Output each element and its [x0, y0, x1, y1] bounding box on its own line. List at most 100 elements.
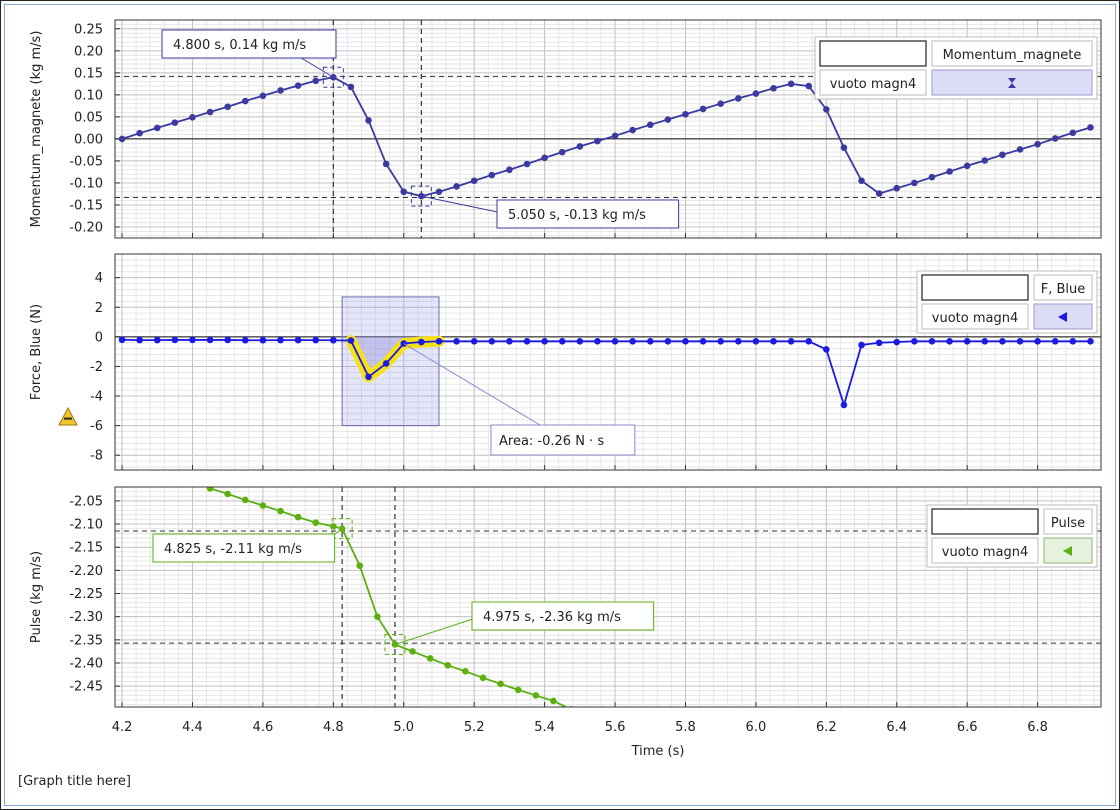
y-tick-label: 0 [95, 330, 103, 345]
data-point [206, 108, 214, 116]
data-point [356, 562, 364, 570]
data-point [347, 83, 355, 91]
data-point [206, 487, 214, 492]
y-tick-label: -2.20 [69, 564, 103, 579]
data-point [506, 166, 513, 174]
y-tick-label: 2 [95, 301, 103, 316]
legend-run-name: vuoto magn4 [830, 77, 916, 92]
data-point [664, 337, 672, 345]
x-axis-label: Time (s) [631, 744, 685, 759]
data-point [558, 148, 566, 156]
data-point [224, 490, 231, 498]
data-point [330, 523, 337, 530]
plot-content [118, 296, 1094, 427]
data-point [840, 401, 848, 409]
data-point [479, 674, 487, 682]
data-point [893, 184, 901, 192]
data-point [506, 337, 513, 345]
data-point [682, 110, 689, 118]
x-tick-label: 5.6 [605, 720, 626, 735]
data-point [699, 105, 707, 113]
data-point [470, 177, 478, 185]
data-point [409, 648, 416, 655]
data-point [435, 188, 443, 196]
data-point [259, 336, 267, 344]
data-point [611, 132, 619, 140]
data-point [734, 95, 742, 102]
y-tick-label: 0.05 [74, 110, 103, 125]
x-tick-label: 6.0 [746, 720, 767, 735]
data-point [1034, 337, 1041, 345]
x-tick-label: 5.4 [534, 720, 555, 735]
warning-icon[interactable] [58, 406, 78, 426]
y-tick-label: -2 [90, 360, 103, 375]
data-point [444, 662, 452, 669]
legend-color-swatch [931, 508, 1039, 535]
data-point [347, 337, 355, 344]
data-point [946, 168, 953, 175]
data-point [893, 338, 901, 346]
data-point [312, 77, 320, 85]
data-point [858, 341, 865, 349]
data-point [629, 126, 636, 134]
data-point [682, 337, 689, 345]
data-point [1069, 129, 1077, 137]
y-tick-label: -2.10 [69, 518, 103, 533]
data-point [435, 337, 443, 345]
data-point [717, 100, 724, 107]
data-point [981, 157, 989, 164]
legend-color-swatch [819, 40, 927, 67]
y-tick-label: -4 [90, 390, 103, 405]
x-tick-label: 6.4 [886, 720, 907, 735]
annotation-text: 4.825 s, -2.11 kg m/s [164, 542, 302, 557]
data-point [752, 337, 760, 345]
data-point [189, 114, 196, 121]
data-point [629, 337, 636, 345]
y-tick-label: 0.20 [74, 44, 103, 59]
legend-series-cell [1033, 274, 1093, 301]
data-point [374, 613, 381, 620]
data-point [224, 103, 231, 111]
legend-series-cell [1043, 508, 1093, 535]
annotation-box [161, 29, 337, 59]
y-tick-label: -0.10 [69, 176, 103, 191]
annotation-text: 4.800 s, 0.14 kg m/s [173, 38, 306, 53]
area-label-box [490, 424, 636, 456]
data-point [699, 337, 707, 345]
data-point [136, 336, 143, 344]
legend-run-cell [931, 537, 1039, 564]
y-tick-label: 4 [95, 271, 103, 286]
y-tick-label: -8 [90, 449, 103, 464]
data-point [277, 336, 284, 344]
graph-title[interactable]: [Graph title here] [18, 774, 131, 789]
data-point [999, 151, 1006, 159]
data-point [963, 337, 971, 345]
data-point [646, 337, 654, 345]
x-tick-label: 4.4 [182, 720, 203, 735]
data-point [664, 116, 672, 123]
data-point [611, 337, 619, 345]
data-point [1016, 146, 1024, 153]
data-point [1087, 337, 1094, 345]
data-point [497, 680, 504, 688]
data-point [171, 119, 179, 126]
legend-run-cell [819, 69, 927, 96]
annotation-leader [300, 57, 334, 78]
data-point [206, 336, 214, 344]
x-tick-label: 6.8 [1027, 720, 1048, 735]
data-point [805, 337, 813, 345]
outer-border [4, 4, 1116, 806]
legend-run-name: vuoto magn4 [932, 311, 1018, 326]
legend[interactable]: Pulse vuoto magn4 [926, 504, 1098, 568]
data-point [928, 337, 936, 345]
y-tick-label: -2.30 [69, 610, 103, 625]
data-point [171, 336, 179, 344]
data-point [532, 692, 540, 699]
legend[interactable]: F, Blue vuoto magn4 [916, 270, 1098, 334]
data-point [999, 337, 1006, 345]
y-tick-label: -2.40 [69, 657, 103, 672]
y-tick-label: -0.20 [69, 220, 103, 235]
data-point [787, 80, 795, 88]
legend-run-name: vuoto magn4 [942, 545, 1028, 560]
